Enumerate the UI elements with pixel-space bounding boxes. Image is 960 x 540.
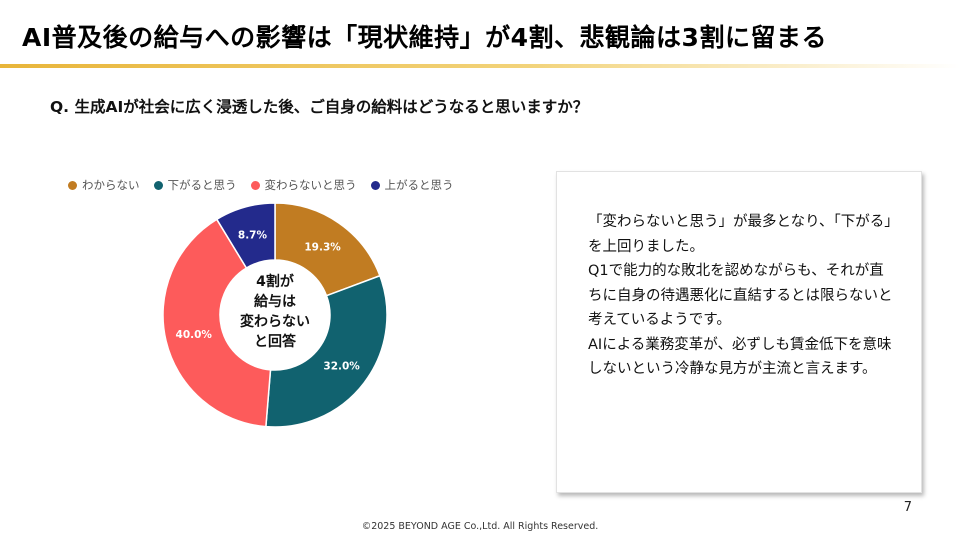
commentary-box: 「変わらないと思う」が最多となり、「下がる」を上回りました。 Q1で能力的な敗北… [556,171,922,493]
legend-item-3: 上がると思う [370,177,454,193]
donut-center-label: 4割が 給与は 変わらない と回答 [226,272,324,352]
legend-label-2: 変わらないと思う [264,178,357,192]
legend-marker-1 [153,180,163,190]
chart-legend: わからない 下がると思う 変わらないと思う 上がると思う [68,177,454,193]
donut-slice-2 [162,218,272,428]
commentary-paragraph: 「変わらないと思う」が最多となり、「下がる」を上回りました。 [588,214,892,255]
legend-item-0: わからない [68,177,140,193]
legend-label-3: 上がると思う [384,178,454,192]
page-number: 7 [903,500,912,515]
title-underline [0,64,960,68]
legend-marker-3 [370,180,380,190]
data-label-2: 40.0% [176,329,213,341]
legend-item-2: 変わらないと思う [250,177,357,193]
copyright-footer: ©2025 BEYOND AGE Co.,Ltd. All Rights Res… [361,521,599,532]
commentary-text: 「変わらないと思う」が最多となり、「下がる」を上回りました。 Q1で能力的な敗北… [588,210,898,382]
legend-label-0: わからない [82,178,140,192]
center-line-2: 変わらない [240,314,310,330]
donut-chart: 19.3% 32.0% 40.0% 8.7% [162,202,388,428]
slide-title: AI普及後の給与への影響は「現状維持」が4割、悲観論は3割に留まる [22,23,827,52]
survey-question: Q. 生成AIが社会に広く浸透した後、ご自身の給料はどうなると思いますか？ [50,98,589,116]
center-line-0: 4割が [256,274,294,290]
legend-marker-2 [250,180,260,190]
legend-marker-0 [68,180,77,190]
data-label-0: 19.3% [304,241,341,253]
donut-slice-1 [265,274,388,428]
center-line-3: と回答 [254,334,296,350]
commentary-paragraph: AIによる業務変革が、必ずしも賃金低下を意味しないという冷静な見方が主流と言えま… [588,336,892,378]
donut-slice-3 [215,202,276,270]
legend-label-1: 下がると思う [167,178,237,192]
donut-slice-0 [274,202,381,297]
legend-item-1: 下がると思う [153,177,237,193]
commentary-paragraph: Q1で能力的な敗北を認めながらも、それが直ちに自身の待遇悪化に直結するとは限らな… [588,263,893,328]
data-label-1: 32.0% [323,360,360,372]
data-label-3: 8.7% [238,230,268,242]
center-line-1: 給与は [254,294,296,310]
